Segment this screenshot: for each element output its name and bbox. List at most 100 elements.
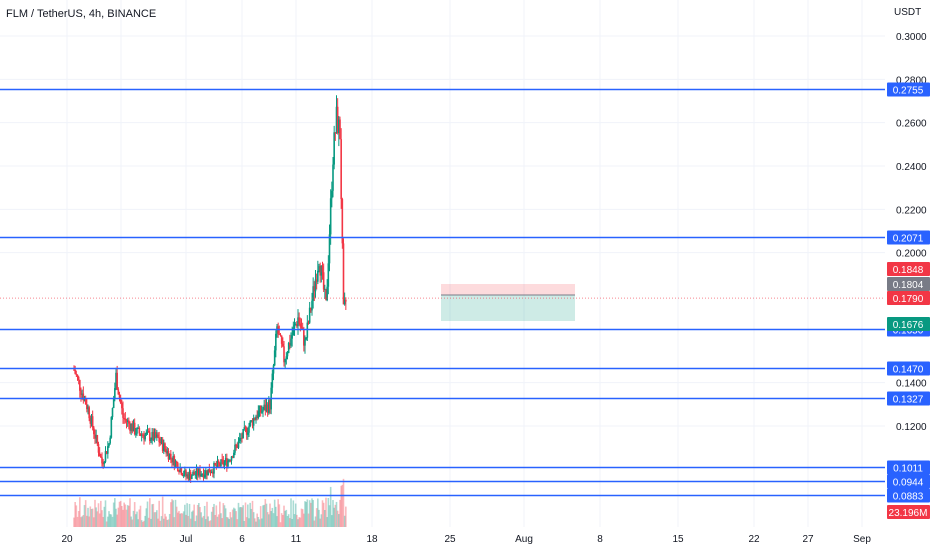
volume-bar xyxy=(131,519,134,527)
time-axis[interactable]: 20 25 Jul 6 11 18 25 Aug 8 15 22 27 Sep xyxy=(61,534,871,545)
candle-body xyxy=(203,474,206,478)
volume-bar xyxy=(270,511,272,527)
volume-bar xyxy=(241,507,243,527)
candle-body xyxy=(223,461,226,465)
volume-bar xyxy=(294,503,297,527)
volume-bar xyxy=(293,514,296,527)
volume-bar xyxy=(317,498,319,527)
volume-bar xyxy=(199,507,201,527)
volume-bar xyxy=(297,519,299,527)
volume-bar xyxy=(212,506,214,527)
candle-body xyxy=(283,346,285,363)
candle-body xyxy=(343,299,346,305)
grid-lines xyxy=(0,0,885,527)
candle-body xyxy=(315,279,318,282)
candle-body xyxy=(135,433,137,435)
candle-body xyxy=(198,469,200,476)
take-profit-zone[interactable] xyxy=(441,295,575,321)
volume-bar xyxy=(291,518,293,527)
volume-bar xyxy=(321,500,324,527)
volume-bar xyxy=(250,508,253,527)
candle-body xyxy=(289,343,291,346)
volume-bar xyxy=(278,504,281,527)
volume-bar xyxy=(340,485,342,527)
candle-body xyxy=(100,456,102,458)
volume-bar xyxy=(184,504,186,527)
candle-body xyxy=(298,317,300,324)
volume-bar xyxy=(279,522,282,527)
candle-body xyxy=(193,472,195,475)
volume-bar xyxy=(163,518,165,527)
volume-bar xyxy=(125,509,128,527)
price-tag-entry xyxy=(887,291,930,305)
candle-body xyxy=(90,416,93,424)
candle-body xyxy=(307,322,310,324)
candle-body xyxy=(143,435,145,440)
candle-body xyxy=(336,106,339,134)
candle-body xyxy=(258,406,261,412)
candle-body xyxy=(111,408,114,418)
volume-bar xyxy=(173,517,176,527)
candle-body xyxy=(282,343,284,347)
long-position-tool[interactable] xyxy=(441,284,575,321)
candle-body xyxy=(77,377,80,381)
stop-loss-zone[interactable] xyxy=(441,284,575,295)
volume-bar xyxy=(103,506,106,527)
volume-bar xyxy=(326,517,328,527)
volume-bar xyxy=(256,513,258,527)
volume-bar xyxy=(165,516,167,527)
candle-body xyxy=(119,397,122,404)
volume-bar xyxy=(285,509,288,527)
candle-body xyxy=(262,409,264,412)
volume-bar xyxy=(94,499,96,527)
volume-bar xyxy=(251,500,254,527)
volume-bar xyxy=(228,519,230,527)
volume-bar xyxy=(203,505,206,527)
volume-bar xyxy=(237,502,240,527)
volume-bar xyxy=(215,505,218,527)
volume-bar xyxy=(96,511,99,527)
volume-bar xyxy=(234,508,236,527)
candle-body xyxy=(128,420,130,424)
candle-body xyxy=(249,421,251,427)
candle-body xyxy=(142,434,144,436)
candle-body xyxy=(182,474,185,476)
candle-body xyxy=(240,437,242,439)
volume-bar xyxy=(161,496,164,527)
candle-body xyxy=(341,199,344,244)
volume-bar xyxy=(229,512,232,527)
volume-bar xyxy=(252,512,255,527)
candle-body xyxy=(230,456,233,461)
candle-body xyxy=(257,411,260,418)
volume-bar xyxy=(298,517,300,527)
volume-bar xyxy=(108,511,110,527)
candle-body xyxy=(219,463,221,467)
candle-body xyxy=(151,431,153,440)
volume-bar xyxy=(221,518,223,527)
candle-body xyxy=(328,234,331,264)
candle-body xyxy=(338,119,340,134)
candle-body xyxy=(76,374,79,378)
candle-body xyxy=(185,470,187,477)
candle-body xyxy=(324,289,326,291)
candle-body xyxy=(138,427,141,434)
volume-bar xyxy=(261,518,263,527)
volume-bar xyxy=(133,502,136,527)
price-tag-level xyxy=(887,82,930,97)
candle-body xyxy=(268,400,270,413)
price-axis[interactable]: 0.3000 0.2800 0.2600 0.2400 0.2200 0.2000 0.14… xyxy=(896,32,927,433)
candle-body xyxy=(266,404,269,413)
volume-bar xyxy=(324,510,326,527)
candle-body xyxy=(256,416,258,418)
price-tag-stop-loss-text: 0.1848 xyxy=(893,265,924,276)
volume-bar xyxy=(305,501,307,527)
candle-body xyxy=(273,350,276,366)
candle-body xyxy=(173,456,176,467)
candle-body xyxy=(201,473,204,475)
volume-bar xyxy=(73,517,75,527)
volume-bar xyxy=(124,504,127,527)
volume-bar xyxy=(222,503,225,527)
volume-bar xyxy=(80,517,82,527)
